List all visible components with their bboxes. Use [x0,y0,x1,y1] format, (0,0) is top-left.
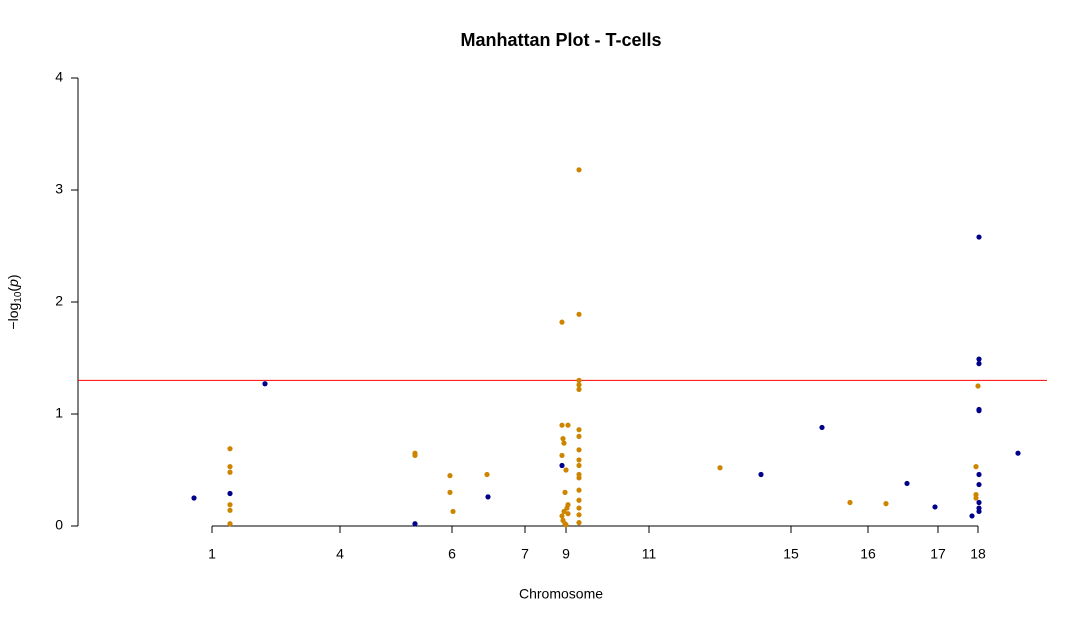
y-axis-label: −log10(p) [5,274,24,329]
point [576,382,582,388]
point [227,502,233,508]
point [565,422,571,428]
point [969,513,975,519]
x-tick-label: 7 [521,546,529,562]
point [412,521,418,527]
point [758,471,764,478]
point [1015,450,1021,456]
point [576,427,582,433]
point [560,436,566,442]
point [576,447,582,453]
point [904,480,910,487]
chart-title: Manhattan Plot - T-cells [460,30,661,50]
point [976,408,982,414]
point [976,499,982,506]
point [227,464,233,470]
point [562,489,568,495]
x-tick-label: 9 [562,546,570,562]
point [576,386,582,392]
point [227,446,233,452]
point [262,381,268,387]
point [976,234,982,240]
point [976,471,982,478]
point [559,513,565,519]
y-tick-label: 0 [55,517,63,533]
point [450,508,456,515]
point [559,452,565,459]
point [576,377,582,383]
point [561,508,567,515]
point [883,501,889,507]
point [976,508,982,515]
point [484,471,490,478]
point [563,522,569,528]
point [559,422,565,428]
x-tick-label: 15 [783,546,799,562]
x-tick-label: 6 [448,546,456,562]
point [717,465,723,471]
point [447,489,453,495]
point [576,487,582,493]
point [576,497,582,503]
point [576,167,582,173]
x-tick-label: 16 [860,546,876,562]
point [227,507,233,513]
x-tick-label: 18 [970,546,986,562]
point [976,361,982,367]
point [576,311,582,317]
point [576,457,582,463]
x-axis-label: Chromosome [519,586,603,602]
point [576,462,582,469]
point [563,467,569,473]
x-tick-label: 11 [642,546,657,562]
point [485,494,491,500]
point [819,424,825,431]
point [227,469,233,475]
y-tick-label: 3 [55,181,63,197]
point [975,383,981,389]
point [447,473,453,479]
point [576,433,582,439]
point [932,504,938,510]
point [561,440,567,446]
x-tick-label: 17 [930,546,946,562]
point [227,490,233,497]
point [412,452,418,459]
point [227,521,233,527]
point [973,464,979,470]
y-tick-label: 2 [55,293,63,309]
point [576,475,582,481]
point [576,520,582,526]
x-tick-label: 4 [336,546,344,562]
point [191,495,197,501]
point [576,505,582,511]
point [976,481,982,488]
point [564,505,570,511]
point [973,495,979,501]
point [976,356,982,362]
point [847,499,853,506]
point [576,512,582,518]
point [559,319,565,325]
y-tick-label: 1 [55,405,63,421]
x-tick-label: 1 [208,546,216,562]
point [559,462,565,469]
y-tick-label: 4 [55,69,63,85]
point [565,511,571,517]
